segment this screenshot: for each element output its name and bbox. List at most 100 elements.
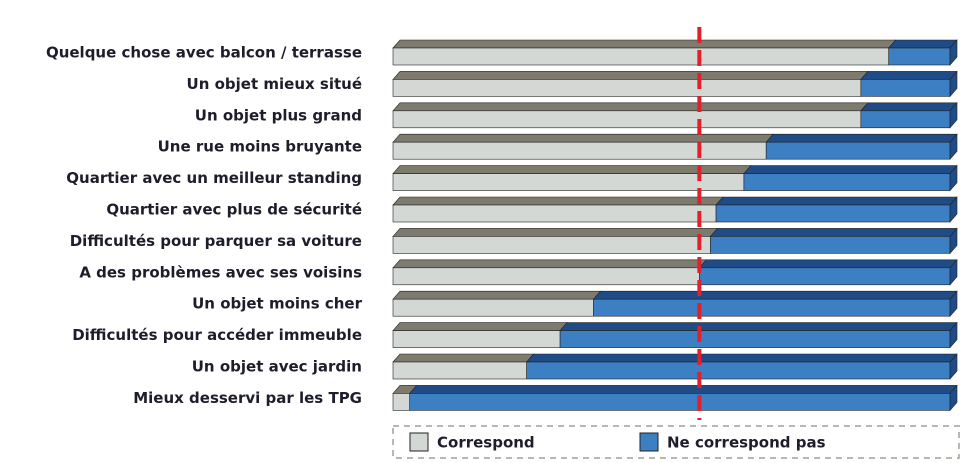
bar-top xyxy=(709,228,958,237)
category-label: Mieux desservi par les TPG xyxy=(133,389,362,407)
bar-front xyxy=(593,298,951,317)
category-label: Quelque chose avec balcon / terrasse xyxy=(46,44,362,62)
bar-top xyxy=(392,259,708,269)
bar-front xyxy=(392,236,711,254)
bar-front xyxy=(392,141,767,160)
legend-label: Correspond xyxy=(437,434,535,452)
bar-top xyxy=(888,39,958,49)
bar-segment xyxy=(860,70,958,98)
bar-front xyxy=(392,330,561,348)
bar-segment xyxy=(765,133,958,160)
bar-segment xyxy=(392,71,869,97)
legend-swatch xyxy=(639,432,659,452)
bar-front xyxy=(860,110,951,129)
bar-front xyxy=(409,393,951,411)
bar-side xyxy=(949,321,958,349)
bar-top xyxy=(392,353,535,363)
bar-top xyxy=(765,133,958,143)
bar-top xyxy=(409,385,958,394)
bar-top xyxy=(860,102,958,112)
bar-top xyxy=(392,290,602,300)
category-label: Difficultés pour parquer sa voiture xyxy=(70,232,362,250)
legend-frame xyxy=(392,425,960,459)
bar-segment xyxy=(392,385,418,411)
bar-front xyxy=(860,79,951,97)
bar-front xyxy=(526,361,951,380)
bar-front xyxy=(392,393,411,411)
bar-segment xyxy=(409,384,958,412)
bar-top xyxy=(392,39,897,49)
bar-segment xyxy=(559,321,958,349)
bar-segment xyxy=(592,290,958,317)
bar-top xyxy=(526,353,958,363)
bar-front xyxy=(392,79,862,97)
bar-segment xyxy=(392,322,568,348)
bar-top xyxy=(592,290,958,300)
bar-front xyxy=(888,47,951,66)
bar-segment xyxy=(698,259,958,286)
bar-side xyxy=(949,39,958,66)
bar-segment xyxy=(392,165,752,191)
bar-front xyxy=(765,141,951,160)
bar-side xyxy=(949,259,958,286)
bar-top xyxy=(392,322,568,331)
bar-segment xyxy=(392,353,535,380)
bar-front xyxy=(392,267,700,286)
bar-front xyxy=(392,47,890,66)
bar-side xyxy=(949,70,958,98)
bar-top xyxy=(392,133,774,143)
bar-segment xyxy=(392,39,897,66)
bar-top xyxy=(860,71,958,80)
bar-top xyxy=(715,196,958,206)
category-label: Un objet moins cher xyxy=(192,295,362,313)
bar-front xyxy=(392,204,717,223)
bar-front xyxy=(559,330,951,348)
bar-top xyxy=(743,165,958,174)
bar-front xyxy=(392,361,527,380)
bar-segment xyxy=(392,228,719,254)
bar-front xyxy=(710,236,951,254)
category-label: Un objet mieux situé xyxy=(187,75,362,93)
bar-side xyxy=(949,196,958,223)
legend-label: Ne correspond pas xyxy=(667,434,826,452)
bar-top xyxy=(392,165,752,174)
category-label: Un objet avec jardin xyxy=(192,358,362,376)
bar-side xyxy=(949,227,958,255)
bar-segment xyxy=(715,196,958,223)
category-label: Quartier avec un meilleur standing xyxy=(66,169,362,187)
category-label: Un objet plus grand xyxy=(195,106,362,124)
bar-segment xyxy=(743,164,958,192)
legend-swatch xyxy=(409,432,429,452)
bar-front xyxy=(392,110,862,129)
bar-side xyxy=(949,290,958,317)
bar-front xyxy=(743,173,951,191)
bar-side xyxy=(949,384,958,412)
bar-segment xyxy=(526,353,958,380)
bar-side xyxy=(949,133,958,160)
category-label: Quartier avec plus de sécurité xyxy=(106,201,362,219)
category-label: Difficultés pour accéder immeuble xyxy=(72,326,362,344)
bar-top xyxy=(392,196,724,206)
bar-front xyxy=(699,267,951,286)
bar-top xyxy=(392,71,869,80)
bar-segment xyxy=(860,102,958,129)
bar-segment xyxy=(709,227,958,255)
bar-segment xyxy=(392,196,724,223)
bar-top xyxy=(559,322,958,331)
bar-segment xyxy=(888,39,958,66)
bar-segment xyxy=(392,133,774,160)
bar-front xyxy=(715,204,951,223)
bar-top xyxy=(392,102,869,112)
bar-side xyxy=(949,353,958,380)
bar-front xyxy=(392,298,594,317)
bar-segment xyxy=(392,259,708,286)
bar-top xyxy=(392,228,719,237)
bar-front xyxy=(392,173,745,191)
bar-segment xyxy=(392,290,602,317)
bar-top xyxy=(698,259,958,269)
category-label: A des problèmes avec ses voisins xyxy=(79,263,362,281)
category-label: Une rue moins bruyante xyxy=(158,138,362,156)
bar-segment xyxy=(392,102,869,129)
